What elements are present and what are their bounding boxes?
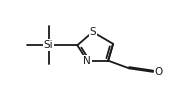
- Text: Si: Si: [44, 40, 53, 50]
- Text: N: N: [83, 56, 91, 66]
- Text: O: O: [154, 67, 163, 77]
- Text: S: S: [89, 27, 96, 37]
